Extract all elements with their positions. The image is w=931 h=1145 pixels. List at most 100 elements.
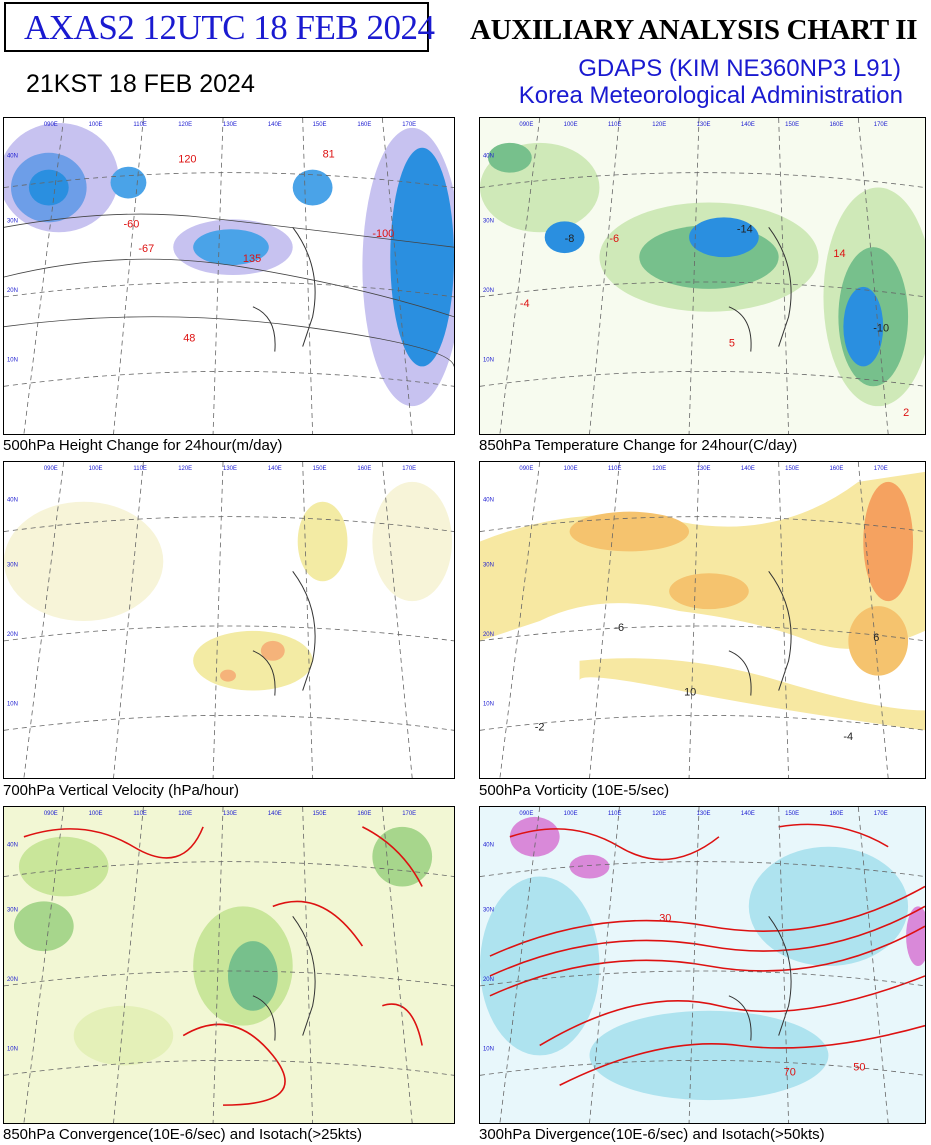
latitude-label: 40N bbox=[7, 498, 18, 504]
label: 5 bbox=[729, 338, 735, 350]
latitude-label: 20N bbox=[7, 632, 18, 638]
longitude-label: 120E bbox=[652, 122, 666, 128]
latitude-label: 10N bbox=[7, 701, 18, 707]
caption-500hpa-height-change: 500hPa Height Change for 24hour(m/day) bbox=[3, 437, 283, 454]
label: -60 bbox=[123, 218, 139, 230]
latitude-label: 40N bbox=[7, 154, 18, 160]
latitude-label: 30N bbox=[483, 562, 494, 568]
longitude-label: 130E bbox=[697, 122, 711, 128]
longitude-label: 160E bbox=[830, 466, 844, 472]
map-panel-850hpa-temperature-change: -14 -10 -8 5 14 -4 2 -6 090E 100E 110E 120E… bbox=[479, 117, 926, 435]
longitude-label: 120E bbox=[178, 811, 192, 817]
longitude-label: 100E bbox=[89, 466, 103, 472]
map-panel-300hpa-divergence-isotach: 50 30 70 090E 100E 110E 120E 130E 140E 150E 160… bbox=[479, 806, 926, 1124]
longitude-label: 170E bbox=[402, 122, 416, 128]
longitude-label: 100E bbox=[89, 811, 103, 817]
label: 10 bbox=[684, 687, 696, 699]
map-500hpa-height-change: 120 81 135 -100 -67 48 -60 090E 100E 110E 1… bbox=[4, 118, 454, 434]
map-300hpa-divergence: 50 30 70 090E 100E 110E 120E 130E 140E 150E 160… bbox=[480, 807, 925, 1123]
longitude-label: 170E bbox=[874, 122, 888, 128]
longitude-label: 160E bbox=[357, 466, 371, 472]
longitude-label: 140E bbox=[741, 466, 755, 472]
longitude-label: 140E bbox=[741, 122, 755, 128]
label: 81 bbox=[323, 149, 335, 161]
caption-850hpa-temperature-change: 850hPa Temperature Change for 24hour(C/d… bbox=[479, 437, 798, 454]
label: -6 bbox=[614, 622, 624, 634]
latitude-label: 10N bbox=[483, 1046, 494, 1052]
longitude-label: 150E bbox=[785, 122, 799, 128]
longitude-label: 150E bbox=[313, 122, 327, 128]
map-500hpa-vorticity: -6 10 -4 6 -2 090E 100E 110E 120E 130E 140E 15… bbox=[480, 462, 925, 778]
latitude-label: 10N bbox=[7, 1046, 18, 1052]
latitude-label: 20N bbox=[7, 288, 18, 294]
longitude-label: 130E bbox=[223, 811, 237, 817]
longitude-label: 130E bbox=[697, 466, 711, 472]
label: -100 bbox=[372, 228, 394, 240]
label: -4 bbox=[843, 731, 853, 743]
longitude-label: 090E bbox=[519, 122, 533, 128]
longitude-label: 170E bbox=[402, 811, 416, 817]
map-700hpa-vertical-velocity: 090E 100E 110E 120E 130E 140E 150E 160E 170E 40N 3… bbox=[4, 462, 454, 778]
longitude-label: 100E bbox=[564, 122, 578, 128]
local-time: 21KST 18 FEB 2024 bbox=[26, 70, 255, 98]
latitude-label: 20N bbox=[7, 977, 18, 983]
latitude-label: 10N bbox=[483, 357, 494, 363]
longitude-label: 160E bbox=[357, 811, 371, 817]
latitude-label: 30N bbox=[7, 907, 18, 913]
longitude-label: 100E bbox=[89, 122, 103, 128]
caption-850hpa-convergence-isotach: 850hPa Convergence(10E-6/sec) and Isotac… bbox=[3, 1126, 362, 1143]
longitude-label: 140E bbox=[268, 466, 282, 472]
longitude-label: 140E bbox=[741, 811, 755, 817]
map-panel-700hpa-vertical-velocity: 090E 100E 110E 120E 130E 140E 150E 160E 170E 40N 3… bbox=[3, 461, 455, 779]
label: -14 bbox=[737, 223, 753, 235]
longitude-label: 120E bbox=[178, 466, 192, 472]
label: 50 bbox=[853, 1061, 865, 1073]
latitude-label: 30N bbox=[7, 562, 18, 568]
longitude-label: 100E bbox=[564, 811, 578, 817]
label: 120 bbox=[178, 154, 196, 166]
longitude-label: 170E bbox=[402, 466, 416, 472]
caption-500hpa-vorticity: 500hPa Vorticity (10E-5/sec) bbox=[479, 782, 670, 799]
label: 2 bbox=[903, 407, 909, 419]
map-panel-850hpa-convergence-isotach: 090E 100E 110E 120E 130E 140E 150E 160E 170E 40N 3… bbox=[3, 806, 455, 1124]
map-850hpa-convergence: 090E 100E 110E 120E 130E 140E 150E 160E 170E 40N 3… bbox=[4, 807, 454, 1123]
longitude-label: 110E bbox=[133, 811, 147, 817]
longitude-label: 110E bbox=[608, 122, 622, 128]
label: 48 bbox=[183, 333, 195, 345]
longitude-label: 150E bbox=[785, 466, 799, 472]
longitude-label: 110E bbox=[608, 811, 622, 817]
label: 135 bbox=[243, 253, 261, 265]
latitude-label: 20N bbox=[483, 632, 494, 638]
latitude-label: 20N bbox=[483, 977, 494, 983]
agency-name: Korea Meteorological Administration bbox=[518, 82, 903, 109]
longitude-label: 090E bbox=[519, 466, 533, 472]
latitude-label: 40N bbox=[483, 843, 494, 849]
longitude-label: 160E bbox=[830, 811, 844, 817]
latitude-label: 20N bbox=[483, 288, 494, 294]
label: -10 bbox=[873, 323, 889, 335]
label: 30 bbox=[659, 912, 671, 924]
longitude-label: 160E bbox=[830, 122, 844, 128]
longitude-label: 110E bbox=[133, 122, 147, 128]
longitude-label: 090E bbox=[44, 811, 58, 817]
longitude-label: 130E bbox=[223, 466, 237, 472]
latitude-label: 30N bbox=[7, 218, 18, 224]
label: -67 bbox=[138, 243, 154, 255]
longitude-label: 150E bbox=[313, 811, 327, 817]
latitude-label: 10N bbox=[7, 357, 18, 363]
latitude-label: 30N bbox=[483, 218, 494, 224]
caption-300hpa-divergence-isotach: 300hPa Divergence(10E-6/sec) and Isotach… bbox=[479, 1126, 825, 1143]
longitude-label: 120E bbox=[652, 466, 666, 472]
product-code-box: AXAS2 12UTC 18 FEB 2024 bbox=[4, 2, 435, 52]
longitude-label: 140E bbox=[268, 811, 282, 817]
longitude-label: 110E bbox=[133, 466, 147, 472]
longitude-label: 130E bbox=[697, 811, 711, 817]
chart-title: AUXILIARY ANALYSIS CHART II bbox=[470, 14, 918, 46]
latitude-label: 30N bbox=[483, 907, 494, 913]
map-850hpa-temperature-change: -14 -10 -8 5 14 -4 2 -6 090E 100E 110E 120E… bbox=[480, 118, 925, 434]
label: -6 bbox=[609, 233, 619, 245]
product-code: AXAS2 12UTC 18 FEB 2024 bbox=[24, 8, 435, 47]
longitude-label: 150E bbox=[785, 811, 799, 817]
longitude-label: 120E bbox=[652, 811, 666, 817]
longitude-label: 160E bbox=[357, 122, 371, 128]
